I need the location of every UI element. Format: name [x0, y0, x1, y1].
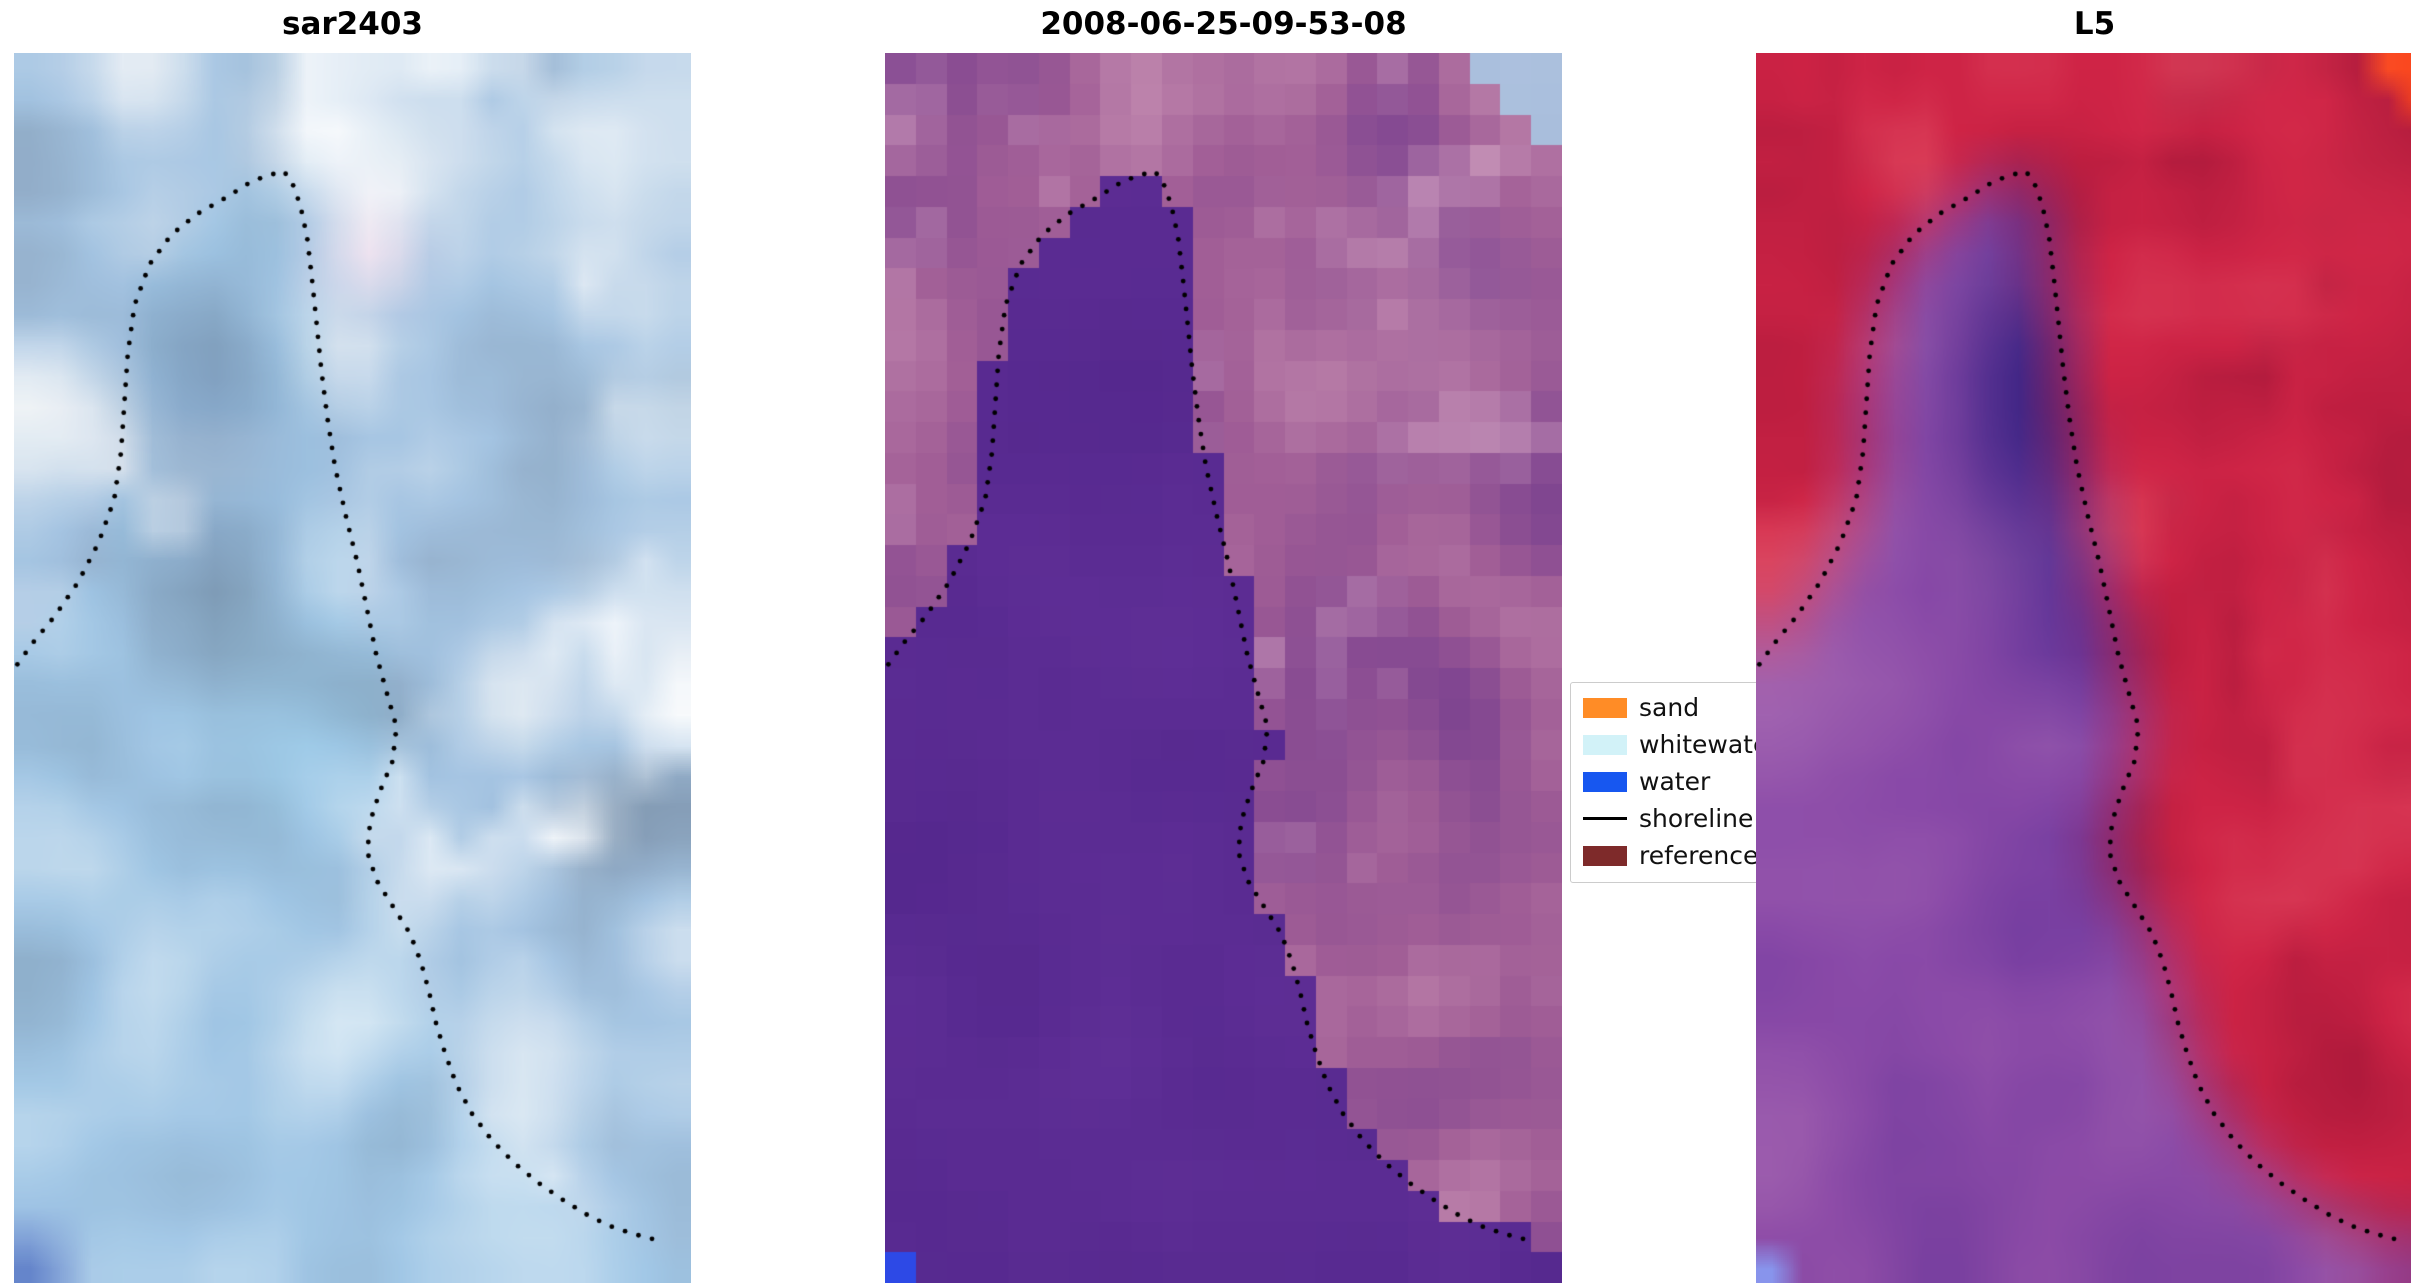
- legend-item-sand: sand: [1583, 693, 1881, 722]
- legend-swatch-sand: [1583, 697, 1627, 718]
- panel-image-2008-06-25-09-53-08: [885, 53, 1562, 1283]
- panel-title-l5: L5: [2073, 6, 2116, 42]
- panel-title-2008-06-25-09-53-08: 2008-06-25-09-53-08: [1040, 6, 1407, 42]
- legend-swatch-water: [1583, 771, 1627, 792]
- panel-image-l5: [1756, 53, 2411, 1283]
- legend-item-shoreline: shoreline: [1583, 804, 1881, 833]
- legend-label-whitewater: whitewater: [1639, 730, 1779, 759]
- panel-title-sar2403: sar2403: [282, 6, 423, 42]
- legend-swatch-reference-shoreline: [1583, 845, 1627, 866]
- legend-item-whitewater: whitewater: [1583, 730, 1881, 759]
- panel-image-sar2403: [14, 53, 691, 1283]
- legend-item-water: water: [1583, 767, 1881, 796]
- legend-label-shoreline: shoreline: [1639, 804, 1754, 833]
- legend-label-sand: sand: [1639, 693, 1700, 722]
- legend-swatch-shoreline: [1583, 817, 1627, 820]
- legend-label-water: water: [1639, 767, 1711, 796]
- legend-swatch-whitewater: [1583, 734, 1627, 755]
